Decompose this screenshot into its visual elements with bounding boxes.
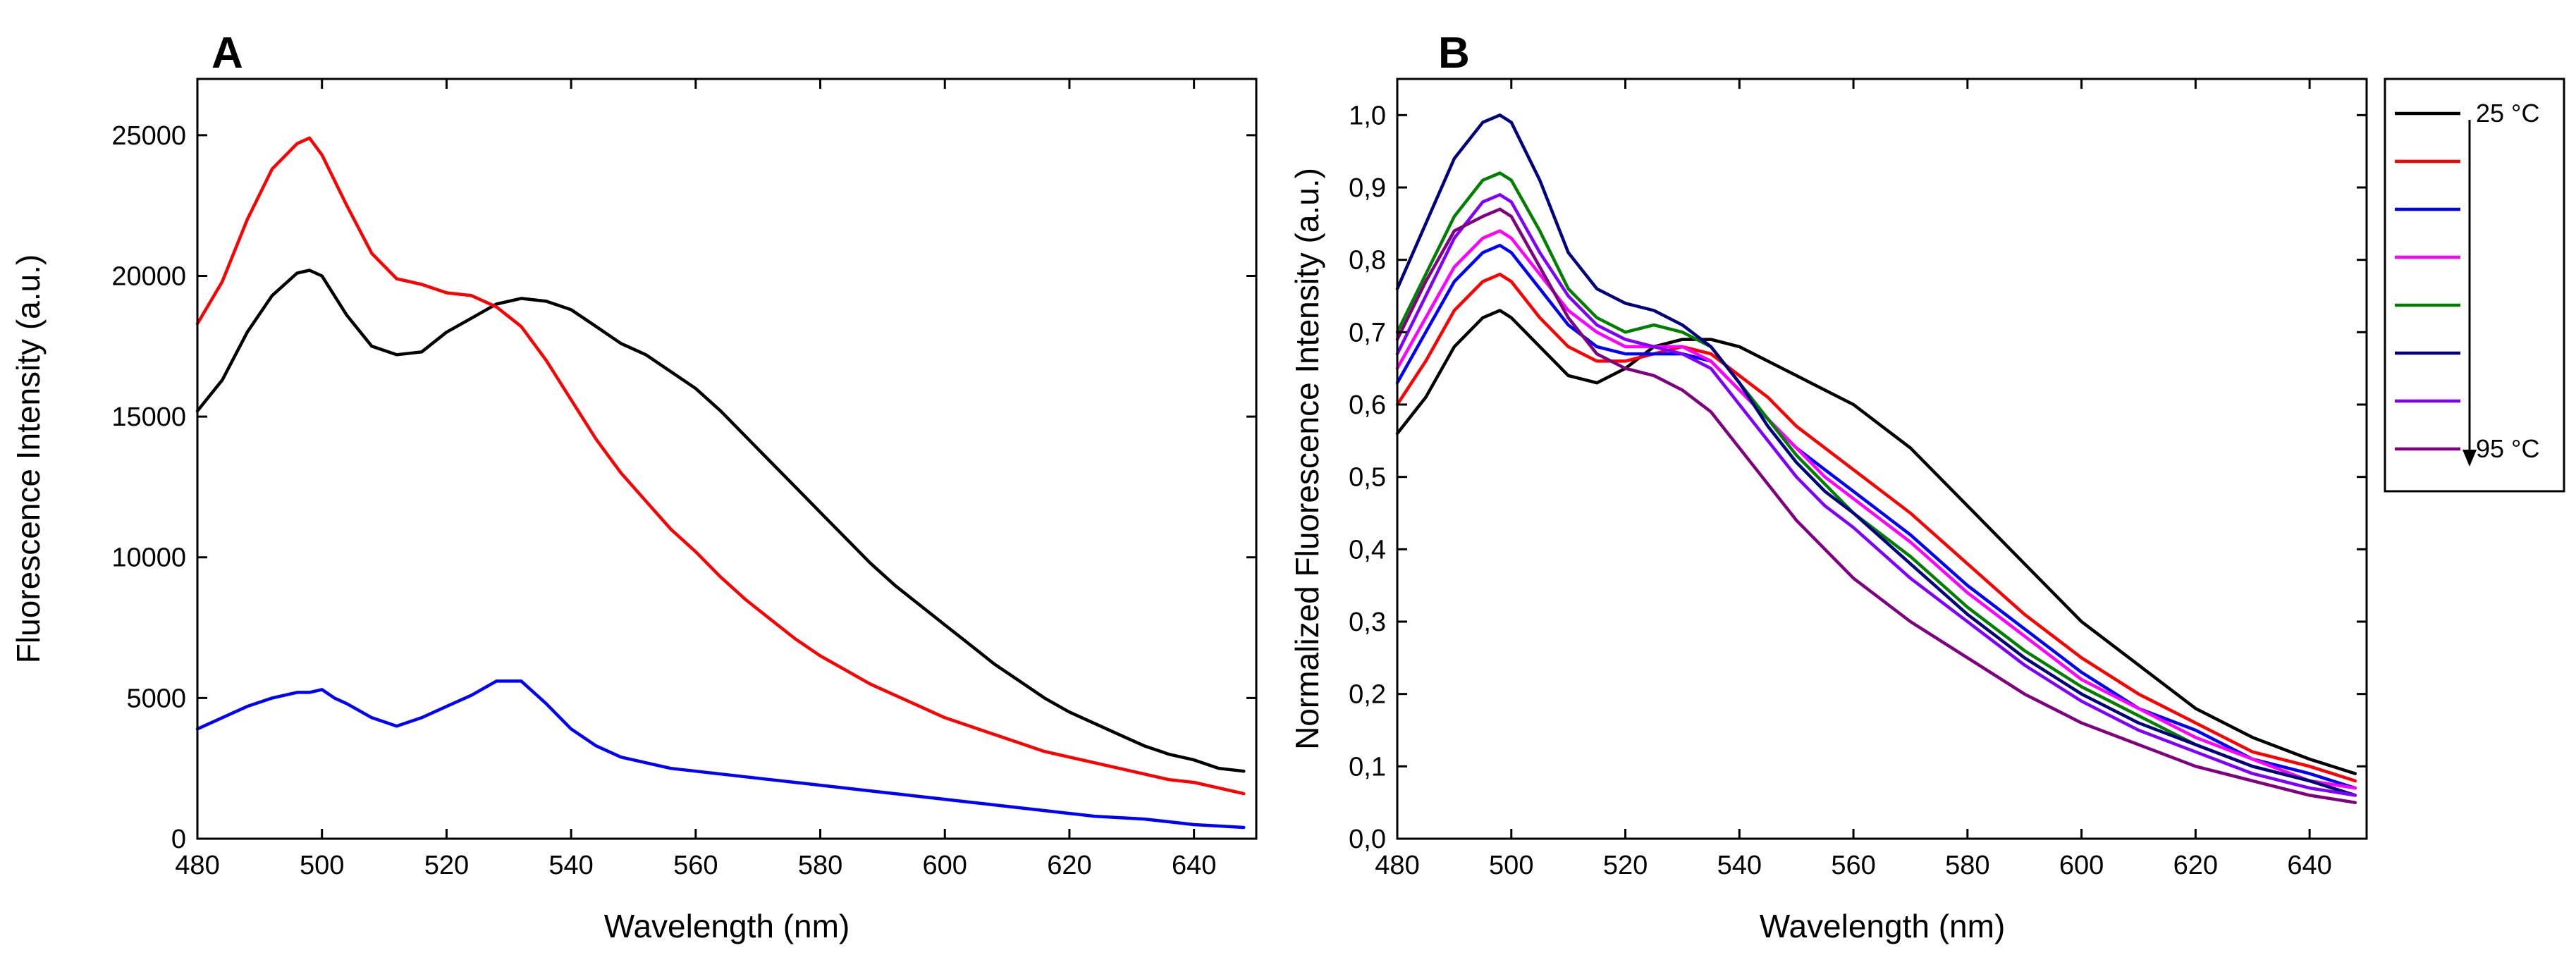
panel-b-x-tick-label: 600 bbox=[2059, 851, 2104, 880]
panel-b-x-tick-label: 520 bbox=[1603, 851, 1648, 880]
panel-b-y-tick-label: 0,2 bbox=[1349, 680, 1386, 710]
legend-arrow-head-icon bbox=[2462, 450, 2477, 467]
panel-b-x-tick-label: 540 bbox=[1717, 851, 1762, 880]
panel-b-y-tick-label: 0,0 bbox=[1349, 825, 1386, 854]
panel-b-label: B bbox=[1438, 29, 1470, 78]
panel-b-frame bbox=[1396, 78, 2368, 840]
legend-box bbox=[2384, 78, 2565, 493]
panel-a-x-tick-label: 620 bbox=[1047, 851, 1091, 880]
panel-a-y-tick-label: 10000 bbox=[111, 543, 186, 573]
panel-a-label: A bbox=[211, 29, 243, 78]
panel-a-y-tick-label: 25000 bbox=[111, 121, 186, 151]
panel-b-x-tick-label: 580 bbox=[1945, 851, 1989, 880]
panel-a-ticks: 480 500 520 540 560 580 600 620 640 0 5000 10000 150… bbox=[111, 79, 1256, 880]
panel-a-x-tick-label: 600 bbox=[923, 851, 967, 880]
panel-a-y-tick-label: 15000 bbox=[111, 402, 186, 432]
panel-a-frame bbox=[196, 78, 1258, 840]
panel-b-x-axis-title: Wavelength (nm) bbox=[1760, 908, 2006, 944]
panel-b-ticks: 480 500 520 540 560 580 600 620 640 0,0 0,1 0,2 0,3 0… bbox=[1349, 79, 2367, 880]
panel-a-x-tick-label: 500 bbox=[300, 851, 344, 880]
panel-a-x-axis-title: Wavelength (nm) bbox=[604, 908, 850, 944]
panel-b-y-axis-title: Normalized Fluorescence Intensity (a.u.) bbox=[1289, 168, 1325, 750]
panel-b: B 480 500 520 540 560 580 600 620 640 0,0 0,1 0,2 0,… bbox=[1289, 29, 2368, 944]
panel-b-series-navy-line bbox=[1395, 113, 2357, 797]
panel-b-series-purple-line bbox=[1395, 207, 2357, 804]
legend-items: 25 °C 95 °C bbox=[2395, 99, 2539, 463]
panel-a-series-black-line bbox=[195, 269, 1246, 773]
panel-a-x-tick-label: 560 bbox=[673, 851, 718, 880]
panel-b-x-tick-label: 500 bbox=[1489, 851, 1533, 880]
legend-label: 25 °C bbox=[2476, 99, 2539, 128]
panel-b-y-tick-label: 0,6 bbox=[1349, 390, 1386, 420]
panel-a-series bbox=[195, 136, 1246, 830]
panel-a: A 480 500 520 540 560 580 600 620 640 0 5000 10000 1… bbox=[10, 29, 1258, 944]
panel-b-y-tick-label: 1,0 bbox=[1349, 101, 1386, 130]
panel-b-series-red-line bbox=[1395, 272, 2357, 783]
panel-b-x-tick-label: 640 bbox=[2287, 851, 2331, 880]
panel-a-x-tick-label: 580 bbox=[798, 851, 842, 880]
panel-b-x-tick-label: 560 bbox=[1831, 851, 1875, 880]
panel-b-y-tick-label: 0,8 bbox=[1349, 246, 1386, 276]
panel-b-series-black-line bbox=[1395, 309, 2357, 775]
panel-b-series bbox=[1395, 113, 2357, 804]
panel-b-series-violet-line bbox=[1395, 193, 2357, 797]
legend-label: 95 °C bbox=[2476, 434, 2539, 463]
panel-a-x-tick-label: 480 bbox=[175, 851, 219, 880]
panel-a-x-tick-label: 520 bbox=[424, 851, 469, 880]
panel-a-x-tick-label: 540 bbox=[548, 851, 593, 880]
panel-b-y-tick-label: 0,5 bbox=[1349, 463, 1386, 493]
panel-a-y-tick-label: 20000 bbox=[111, 261, 186, 291]
panel-a-y-axis-title: Fluorescence Intensity (a.u.) bbox=[10, 254, 47, 663]
panel-b-y-tick-label: 0,7 bbox=[1349, 318, 1386, 347]
panel-a-y-tick-label: 0 bbox=[171, 825, 186, 854]
panel-b-y-tick-label: 0,3 bbox=[1349, 608, 1386, 637]
legend: 25 °C 95 °C bbox=[2384, 78, 2565, 493]
panel-b-y-tick-label: 0,9 bbox=[1349, 173, 1386, 203]
panel-b-x-tick-label: 620 bbox=[2173, 851, 2218, 880]
panel-a-series-red-line bbox=[195, 136, 1246, 796]
panel-a-y-tick-label: 5000 bbox=[126, 684, 186, 713]
panel-b-y-tick-label: 0,4 bbox=[1349, 535, 1386, 565]
panel-a-x-tick-label: 640 bbox=[1172, 851, 1216, 880]
panel-b-y-tick-label: 0,1 bbox=[1349, 752, 1386, 782]
panel-b-x-tick-label: 480 bbox=[1375, 851, 1419, 880]
panel-a-series-blue-line bbox=[195, 679, 1246, 830]
panel-b-series-magenta-line bbox=[1395, 229, 2357, 790]
